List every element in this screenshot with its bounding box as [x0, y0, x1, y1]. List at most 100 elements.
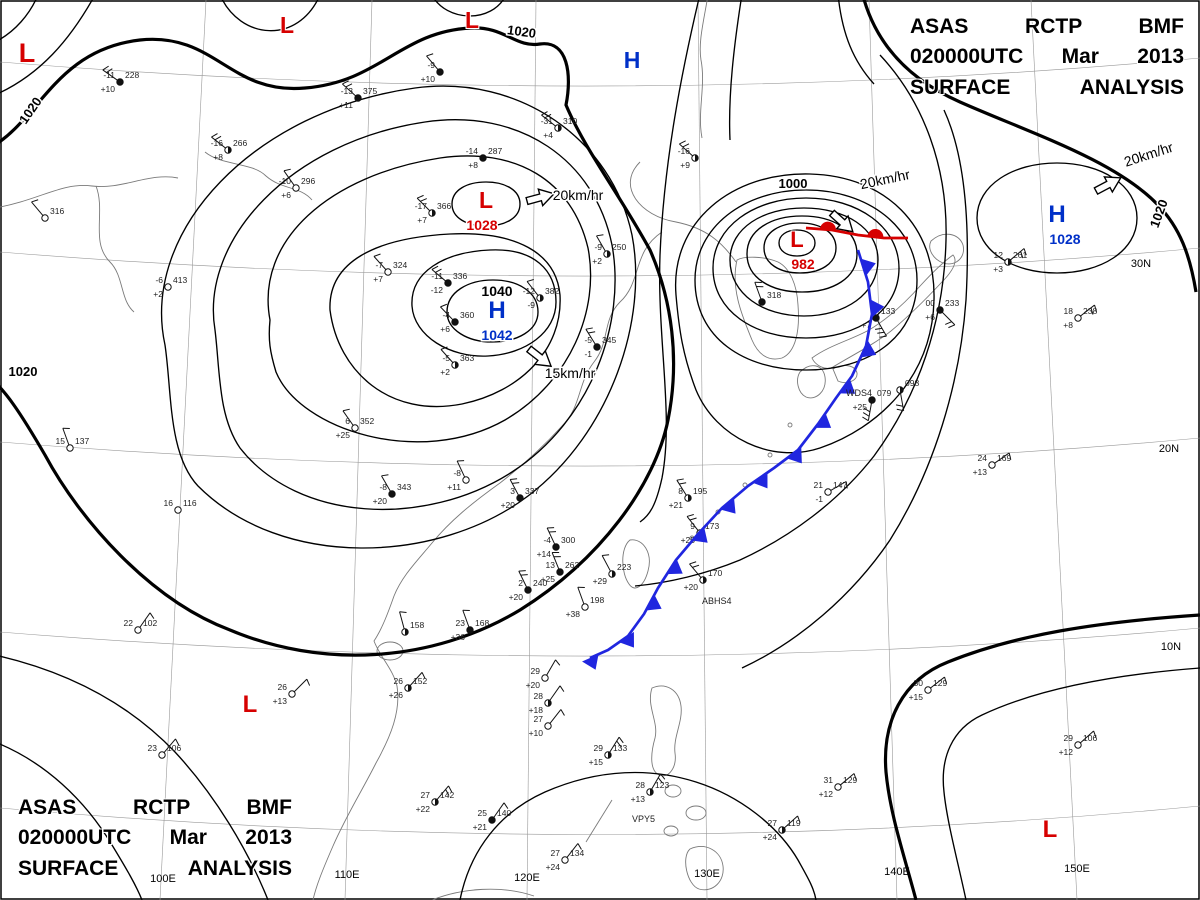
coastline-island	[685, 805, 707, 821]
wind-barb	[163, 738, 176, 753]
wind-barb	[676, 479, 687, 496]
coastline	[0, 176, 179, 208]
coastlines	[0, 0, 964, 900]
station-value: +10	[101, 84, 116, 94]
station-plot: 27+10	[529, 709, 565, 738]
wind-barb-feather	[426, 53, 434, 57]
wind-barb	[754, 282, 762, 300]
station-plot: -4 +14 300	[537, 527, 575, 559]
low-center-symbol: L	[790, 227, 803, 252]
wind-barb-feather	[440, 303, 448, 308]
longitude-label: 150E	[1064, 863, 1090, 875]
wind-barb-feather	[875, 327, 883, 330]
station-value: 262	[565, 560, 579, 570]
wind-barb-feather	[416, 194, 424, 199]
station-value: 195	[693, 486, 707, 496]
station-cover-icon	[924, 686, 932, 694]
isobar-line	[0, 0, 93, 94]
warm-front-pip	[819, 221, 836, 231]
graticule-line	[0, 57, 1200, 87]
station-value: 134	[570, 848, 584, 858]
wind-barb	[651, 773, 661, 790]
coastline-island	[663, 825, 679, 837]
station-value: +18	[529, 705, 544, 715]
station-plot: -9 +2 250	[592, 234, 626, 266]
wind-barb	[526, 281, 539, 296]
wind-barb	[102, 69, 118, 81]
wind-barb-feather	[679, 482, 687, 485]
map-overlay: -11+10228-13+11375-9+10-16+8266-10+6296-…	[7, 6, 1181, 885]
station-plot: 6 +25 352	[336, 408, 374, 440]
station-plot: 30 +15 129	[909, 676, 947, 702]
coastline-kyushu	[797, 365, 826, 399]
wind-barb-feather	[520, 574, 528, 576]
wind-barb-feather	[602, 554, 610, 556]
station-cover-icon	[758, 298, 766, 306]
station-value: +26	[389, 690, 404, 700]
station-cover-icon	[41, 214, 49, 222]
coastline	[95, 185, 135, 313]
low-center-symbol: L	[1043, 816, 1058, 843]
station-value: 079	[877, 388, 891, 398]
station-plot: 22 102	[124, 612, 157, 634]
station-value: 324	[393, 260, 407, 270]
cold-front-line	[589, 249, 874, 660]
isobar-line	[0, 0, 37, 40]
station-cover-icon	[451, 318, 459, 326]
graticule-line	[697, 0, 708, 900]
station-cover-half-icon	[782, 826, 786, 834]
station-cover-icon	[116, 78, 124, 86]
station-value: +2	[153, 289, 163, 299]
wind-barb	[994, 452, 1010, 464]
station-value: 29	[1064, 733, 1074, 743]
wind-barb-feather	[560, 709, 565, 716]
station-value: -4	[543, 535, 551, 545]
station-plot: 28 +13 123	[631, 773, 669, 804]
wind-barb	[493, 802, 505, 818]
station-value: -1	[584, 349, 592, 359]
isobar-line	[221, 0, 319, 32]
wind-barb-feather	[31, 199, 39, 203]
latitude-label: 30N	[1131, 258, 1151, 270]
station-value: 133	[613, 743, 627, 753]
station-value: 129	[843, 775, 857, 785]
wind-barb-feather	[381, 474, 389, 477]
station-value: 15	[56, 436, 66, 446]
station-cover-icon	[593, 343, 601, 351]
wind-barb-feather	[948, 324, 956, 329]
cold-front-pip	[860, 341, 877, 358]
station-value: -14	[466, 146, 479, 156]
station-plot: 28+18	[529, 685, 565, 715]
coastline-taiwan	[622, 539, 650, 589]
wind-barb-feather	[421, 672, 426, 679]
wind-barb	[596, 235, 606, 252]
station-value: -9	[427, 60, 435, 70]
wind-barb-feather	[1093, 730, 1097, 738]
graticule-line	[0, 437, 1200, 467]
station-value: 336	[453, 271, 467, 281]
low-center-symbol: L	[280, 12, 294, 38]
title-line: SURFACE ANALYSIS	[910, 75, 1184, 99]
station-plot: -8+11	[447, 460, 470, 492]
station-plot: 316	[31, 199, 64, 222]
cold-front-pip	[860, 258, 876, 276]
wind-barb-feather	[435, 268, 442, 273]
station-value: +6	[281, 190, 291, 200]
wind-barb	[686, 516, 699, 531]
wind-barb	[436, 785, 449, 800]
isobar-line	[411, 249, 557, 357]
station-cover-icon	[388, 490, 396, 498]
isobar-line	[446, 279, 539, 343]
station-value: 170	[708, 568, 722, 578]
station-value: +9	[680, 160, 690, 170]
title-block-top-right: ASAS RCTP BMF 020000UTC Mar 2013 SURFACE…	[910, 12, 1184, 103]
station-value: 413	[173, 275, 187, 285]
station-plot: 25 +21 140	[473, 802, 511, 832]
station-value: 25	[478, 808, 488, 818]
wind-barb-feather	[342, 408, 350, 412]
cold-front-pip	[582, 654, 599, 670]
station-value: +2	[440, 367, 450, 377]
wind-barb-feather	[689, 561, 697, 565]
station-plot: -12 -9 382	[523, 279, 559, 310]
